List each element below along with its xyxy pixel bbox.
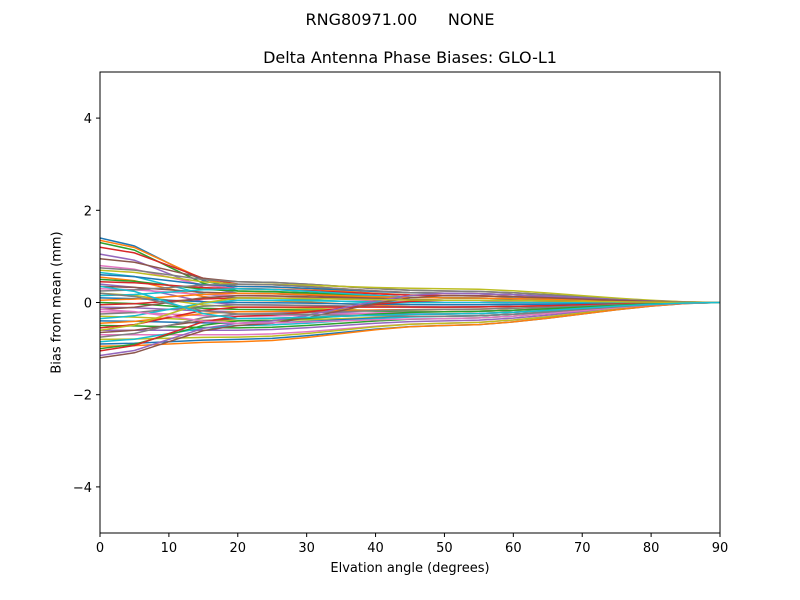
x-tick-label: 80	[643, 541, 660, 556]
y-tick-label: −4	[73, 481, 92, 496]
x-tick-label: 10	[161, 541, 178, 556]
x-axis-ticks: 0 10 20 30 40 50 60 70 80 90	[96, 533, 728, 556]
y-tick-label: 4	[84, 112, 92, 127]
series-lines	[100, 237, 720, 359]
series-line	[100, 285, 720, 320]
y-tick-label: 2	[84, 204, 92, 219]
x-tick-label: 40	[367, 541, 384, 556]
series-line	[100, 294, 720, 359]
x-tick-label: 0	[96, 541, 104, 556]
x-tick-label: 30	[298, 541, 315, 556]
y-tick-label: −2	[73, 389, 92, 404]
series-line	[100, 269, 720, 304]
chart-title: Delta Antenna Phase Biases: GLO-L1	[263, 48, 557, 67]
x-tick-label: 90	[712, 541, 729, 556]
x-tick-label: 60	[505, 541, 522, 556]
x-tick-label: 50	[436, 541, 453, 556]
y-axis-label: Bias from mean (mm)	[49, 231, 65, 374]
series-line	[100, 297, 720, 331]
x-axis-label: Elvation angle (degrees)	[330, 561, 490, 576]
series-line	[100, 301, 720, 348]
x-tick-label: 20	[230, 541, 247, 556]
series-line	[100, 292, 720, 318]
y-axis-ticks: −4 −2 0 2 4	[73, 112, 100, 496]
figure-suptitle: RNG80971.00 NONE	[305, 10, 495, 29]
x-tick-label: 70	[574, 541, 591, 556]
y-tick-label: 0	[84, 297, 92, 312]
